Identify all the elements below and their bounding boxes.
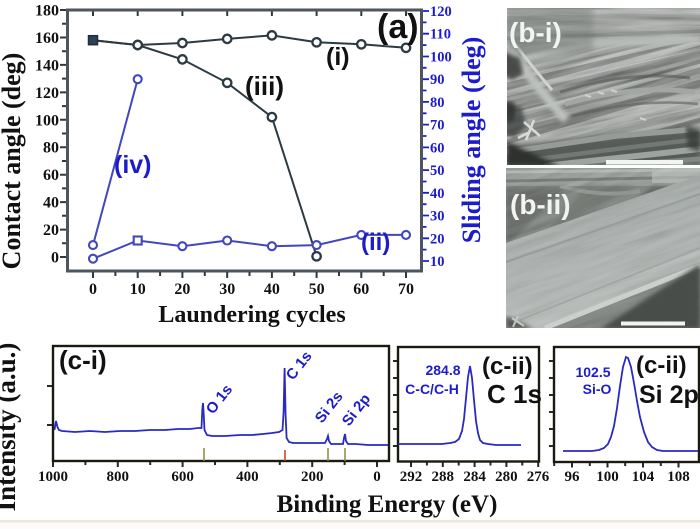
svg-text:(b-i): (b-i) — [509, 17, 562, 48]
svg-text:80: 80 — [430, 95, 445, 111]
svg-text:Laundering cycles: Laundering cycles — [158, 302, 345, 328]
svg-text:40: 40 — [430, 186, 445, 202]
svg-text:284.8: 284.8 — [425, 362, 460, 378]
svg-text:Si-O: Si-O — [583, 381, 612, 397]
svg-text:(i): (i) — [326, 43, 350, 71]
svg-text:20: 20 — [43, 222, 59, 239]
svg-text:20: 20 — [430, 231, 445, 247]
svg-text:800: 800 — [107, 469, 130, 485]
svg-text:0: 0 — [51, 250, 59, 267]
svg-text:(b-ii): (b-ii) — [510, 189, 571, 220]
svg-text:108: 108 — [667, 469, 690, 485]
svg-text:90: 90 — [430, 72, 445, 88]
svg-text:(ii): (ii) — [361, 229, 390, 256]
svg-text:(iv): (iv) — [114, 151, 152, 179]
svg-text:140: 140 — [35, 57, 59, 74]
svg-text:100: 100 — [596, 469, 619, 485]
svg-text:100: 100 — [35, 112, 59, 129]
svg-text:70: 70 — [430, 118, 445, 134]
svg-text:(c-i): (c-i) — [59, 345, 107, 375]
svg-text:180: 180 — [35, 3, 59, 20]
svg-text:Intensity (a.u.): Intensity (a.u.) — [0, 343, 21, 512]
svg-text:Si 2p: Si 2p — [639, 381, 699, 409]
svg-text:120: 120 — [430, 4, 452, 20]
svg-text:400: 400 — [236, 469, 259, 485]
svg-text:276: 276 — [527, 469, 550, 485]
svg-text:280: 280 — [495, 469, 518, 485]
svg-text:50: 50 — [430, 163, 445, 179]
svg-text:292: 292 — [400, 469, 423, 485]
svg-text:(c-ii): (c-ii) — [636, 352, 687, 379]
svg-text:60: 60 — [430, 140, 445, 156]
svg-text:Binding Energy (eV): Binding Energy (eV) — [277, 491, 498, 518]
svg-text:104: 104 — [632, 469, 655, 485]
svg-text:30: 30 — [219, 281, 235, 298]
svg-text:600: 600 — [171, 469, 194, 485]
svg-text:(c-ii): (c-ii) — [482, 353, 533, 380]
svg-text:110: 110 — [430, 27, 451, 43]
svg-text:Sliding angle (deg): Sliding angle (deg) — [457, 37, 486, 244]
svg-text:60: 60 — [353, 281, 369, 298]
svg-text:C-C/C-H: C-C/C-H — [405, 381, 459, 397]
svg-text:120: 120 — [35, 85, 59, 102]
svg-text:(a): (a) — [377, 8, 419, 46]
svg-text:10: 10 — [430, 254, 445, 270]
svg-text:0: 0 — [373, 469, 381, 485]
svg-text:0: 0 — [89, 281, 97, 298]
svg-text:284: 284 — [463, 469, 486, 485]
svg-text:160: 160 — [35, 30, 59, 47]
svg-text:40: 40 — [43, 195, 59, 212]
svg-text:30: 30 — [430, 209, 445, 225]
svg-text:102.5: 102.5 — [575, 364, 610, 380]
svg-text:200: 200 — [301, 469, 324, 485]
svg-text:96: 96 — [565, 469, 581, 485]
svg-text:C 1s: C 1s — [487, 379, 542, 409]
svg-text:50: 50 — [309, 281, 325, 298]
svg-text:Contact angle (deg): Contact angle (deg) — [0, 53, 26, 270]
svg-text:1000: 1000 — [38, 469, 68, 485]
svg-text:100: 100 — [430, 50, 452, 66]
svg-text:(iii): (iii) — [245, 71, 284, 101]
svg-text:40: 40 — [264, 281, 280, 298]
svg-text:70: 70 — [398, 281, 414, 298]
svg-text:20: 20 — [174, 281, 190, 298]
svg-text:10: 10 — [130, 281, 146, 298]
svg-text:80: 80 — [43, 140, 59, 157]
svg-text:288: 288 — [432, 469, 455, 485]
svg-text:60: 60 — [43, 167, 59, 184]
